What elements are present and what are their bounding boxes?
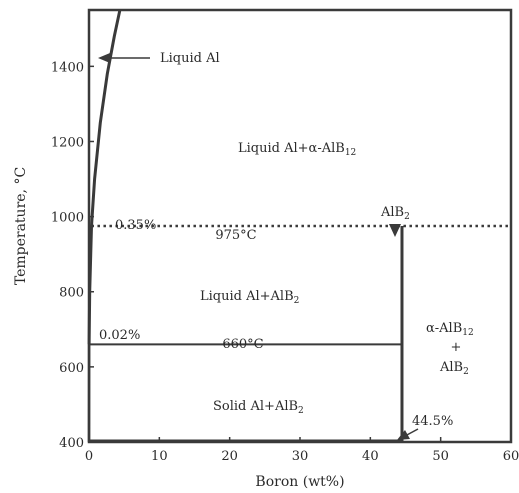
arrow-head-icon — [397, 430, 410, 440]
x-tick-label: 0 — [85, 449, 93, 464]
ticks-layer: 0 10 20 30 40 50 60 400 600 800 1000 1200 1400 — [51, 60, 519, 464]
x-axis-title: Boron (wt%) — [255, 474, 344, 490]
arrow-head-icon — [98, 53, 110, 63]
y-tick-label: 1000 — [51, 211, 84, 226]
label-660C: 660°C — [222, 337, 263, 352]
y-tick-label: 800 — [59, 286, 84, 301]
label-liquid-al: Liquid Al — [160, 51, 220, 66]
liquid-al-pointer — [98, 53, 150, 63]
liquidus-curve — [87, 9, 122, 345]
y-axis-title: Temperature, °C — [13, 167, 29, 285]
pct-44.5-pointer — [397, 428, 419, 440]
region-alpha-alb12-label: α-AlB12 — [426, 321, 474, 338]
region-liquid-al-alb2: Liquid Al+AlB2 — [200, 289, 299, 306]
x-tick-label: 40 — [362, 449, 379, 464]
y-tick-label: 1200 — [51, 135, 84, 150]
y-tick-label: 400 — [59, 436, 84, 451]
region-plus-sign: + — [451, 340, 462, 355]
x-tick-label: 50 — [432, 449, 449, 464]
label-0.35-pct: 0.35% — [115, 218, 156, 233]
region-solid-al-alb2: Solid Al+AlB2 — [213, 399, 304, 416]
label-alb2-compound: AlB2 — [380, 205, 410, 222]
label-0.02-pct: 0.02% — [99, 328, 140, 343]
y-tick-label: 1400 — [51, 60, 84, 75]
x-tick-label: 10 — [151, 449, 168, 464]
label-44.5-pct: 44.5% — [412, 414, 453, 429]
x-tick-label: 30 — [292, 449, 309, 464]
lines-layer — [87, 9, 511, 443]
y-tick-label: 600 — [59, 361, 84, 376]
x-tick-label: 20 — [221, 449, 238, 464]
alb2-marker-icon — [389, 224, 401, 237]
x-tick-label: 60 — [503, 449, 519, 464]
label-975C: 975°C — [215, 228, 256, 243]
region-alb2-label: AlB2 — [439, 360, 469, 377]
region-liquid-al-alpha-alb12: Liquid Al+α-AlB12 — [238, 141, 356, 158]
